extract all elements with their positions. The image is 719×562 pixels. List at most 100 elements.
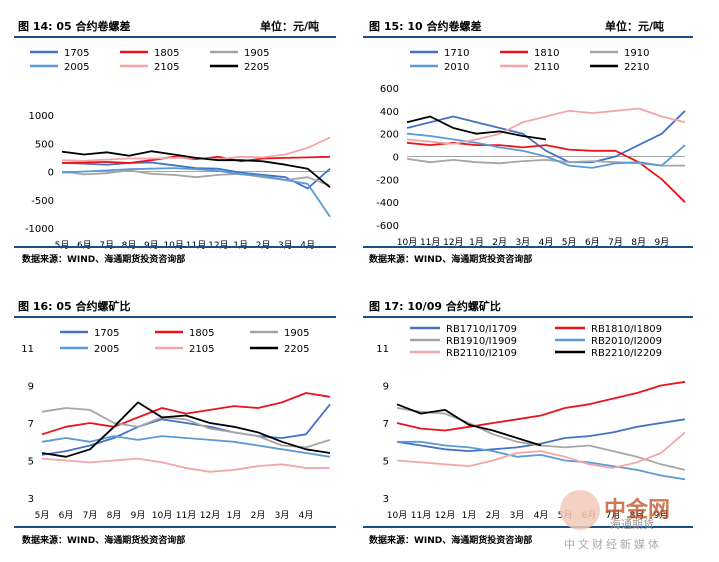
chart-source: 数据来源：WIND、海通期货投资咨询部 xyxy=(22,536,186,546)
x-tick-label: 3月 xyxy=(510,510,525,521)
x-tick-label: 10月 xyxy=(163,240,183,251)
x-tick-label: 7月 xyxy=(99,240,114,251)
legend-label: 2210 xyxy=(624,62,649,73)
series-line xyxy=(41,403,331,456)
legend-label: RB1710/I1709 xyxy=(446,324,517,335)
series-line xyxy=(61,161,331,190)
series-line xyxy=(406,107,686,145)
x-tick-label: 11月 xyxy=(176,510,196,521)
legend-label: 1705 xyxy=(64,48,89,59)
y-tick-label: 0 xyxy=(48,168,54,179)
chart-source: 数据来源：WIND、海通期货投资咨询部 xyxy=(22,255,186,265)
series-line xyxy=(406,110,686,164)
series-line xyxy=(406,157,685,167)
y-tick-label: 3 xyxy=(28,494,34,505)
y-tick-label: -600 xyxy=(376,221,399,232)
series-line xyxy=(61,155,331,164)
y-tick-label: 11 xyxy=(376,344,389,355)
series-line xyxy=(61,150,331,188)
legend-label: 2205 xyxy=(284,344,309,355)
title-rule xyxy=(14,36,336,38)
x-tick-label: 5月 xyxy=(55,240,70,251)
series-line xyxy=(41,457,330,473)
legend-label: 2010 xyxy=(444,62,469,73)
x-tick-label: 12月 xyxy=(443,237,463,248)
chart-svg: 1705 1805 1905 2005 2105 2205 3 5 7 9 11 5月 6月 7月 8月 9月… xyxy=(21,328,331,521)
y-tick-label: 9 xyxy=(383,382,389,393)
legend-label: RB2010/I2009 xyxy=(591,336,662,347)
y-tick-label: 5 xyxy=(28,457,34,468)
legend-label: 1905 xyxy=(244,48,269,59)
x-tick-label: 9月 xyxy=(654,237,669,248)
x-tick-label: 12月 xyxy=(200,510,220,521)
x-tick-label: 12月 xyxy=(435,510,455,521)
y-tick-label: 7 xyxy=(383,419,389,430)
title-rule xyxy=(363,316,693,318)
series-line xyxy=(396,431,686,469)
watermark-tagline: 中文财经新媒体 xyxy=(564,538,662,551)
legend-label: 2105 xyxy=(154,62,179,73)
series-line xyxy=(61,169,331,187)
legend-label: RB2110/I2109 xyxy=(446,348,517,359)
footer-rule xyxy=(363,526,693,528)
footer-rule xyxy=(363,246,693,248)
legend-label: 2005 xyxy=(94,344,119,355)
x-tick-label: 4月 xyxy=(300,240,315,251)
x-tick-label: 10月 xyxy=(152,510,172,521)
chart-source: 数据来源：WIND、海通期货投资咨询部 xyxy=(369,255,533,265)
x-tick-label: 5月 xyxy=(562,237,577,248)
y-tick-label: 200 xyxy=(380,130,399,141)
x-tick-label: 10月 xyxy=(387,510,407,521)
x-tick-label: 7月 xyxy=(606,510,621,521)
title-rule xyxy=(363,36,693,38)
x-tick-label: 11月 xyxy=(411,510,431,521)
y-tick-label: 3 xyxy=(383,494,389,505)
series-line xyxy=(397,440,686,481)
x-tick-label: 9月 xyxy=(144,240,159,251)
watermark: 中金网 海通期货 中文财经新媒体 xyxy=(560,490,710,556)
series-line xyxy=(396,418,686,453)
series-line xyxy=(396,403,542,447)
legend-label: 1905 xyxy=(284,328,309,339)
watermark-main: 中金网 xyxy=(604,498,671,523)
y-tick-label: 5 xyxy=(383,457,389,468)
legend-label: RB1810/I1809 xyxy=(591,324,662,335)
legend-label: 1910 xyxy=(624,48,649,59)
legend-label: 2110 xyxy=(534,62,559,73)
series-line xyxy=(41,392,331,436)
y-tick-label: 9 xyxy=(28,382,34,393)
chart-title: 图 16: 05 合约螺矿比 xyxy=(18,300,131,313)
x-tick-label: 1月 xyxy=(469,237,484,248)
series-line xyxy=(406,132,686,169)
x-tick-label: 9月 xyxy=(654,510,669,521)
y-tick-label: -1000 xyxy=(25,224,54,235)
x-tick-label: 1月 xyxy=(462,510,477,521)
series-line xyxy=(41,407,331,449)
x-tick-label: 11月 xyxy=(186,240,206,251)
legend-label: 1805 xyxy=(189,328,214,339)
chart-source: 数据来源：WIND、海通期货投资咨询部 xyxy=(369,536,533,546)
x-tick-label: 3月 xyxy=(515,237,530,248)
legend-label: 2205 xyxy=(244,62,269,73)
footer-rule xyxy=(14,526,336,528)
legend-label: 1710 xyxy=(444,48,469,59)
x-tick-label: 1月 xyxy=(233,240,248,251)
watermark-logo xyxy=(560,490,600,530)
x-tick-label: 6月 xyxy=(77,240,92,251)
y-tick-label: -400 xyxy=(376,198,399,209)
x-tick-label: 8月 xyxy=(631,237,646,248)
legend-label: 2005 xyxy=(64,62,89,73)
x-tick-label: 8月 xyxy=(122,240,137,251)
x-tick-label: 2月 xyxy=(256,240,271,251)
x-tick-label: 2月 xyxy=(251,510,266,521)
x-tick-label: 7月 xyxy=(83,510,98,521)
series-line xyxy=(406,115,547,141)
chart-unit: 单位：元/吨 xyxy=(605,20,665,33)
x-tick-label: 6月 xyxy=(585,237,600,248)
legend-label: RB1910/I1909 xyxy=(446,336,517,347)
x-tick-label: 8月 xyxy=(630,510,645,521)
x-tick-label: 5月 xyxy=(35,510,50,521)
x-tick-label: 4月 xyxy=(539,237,554,248)
